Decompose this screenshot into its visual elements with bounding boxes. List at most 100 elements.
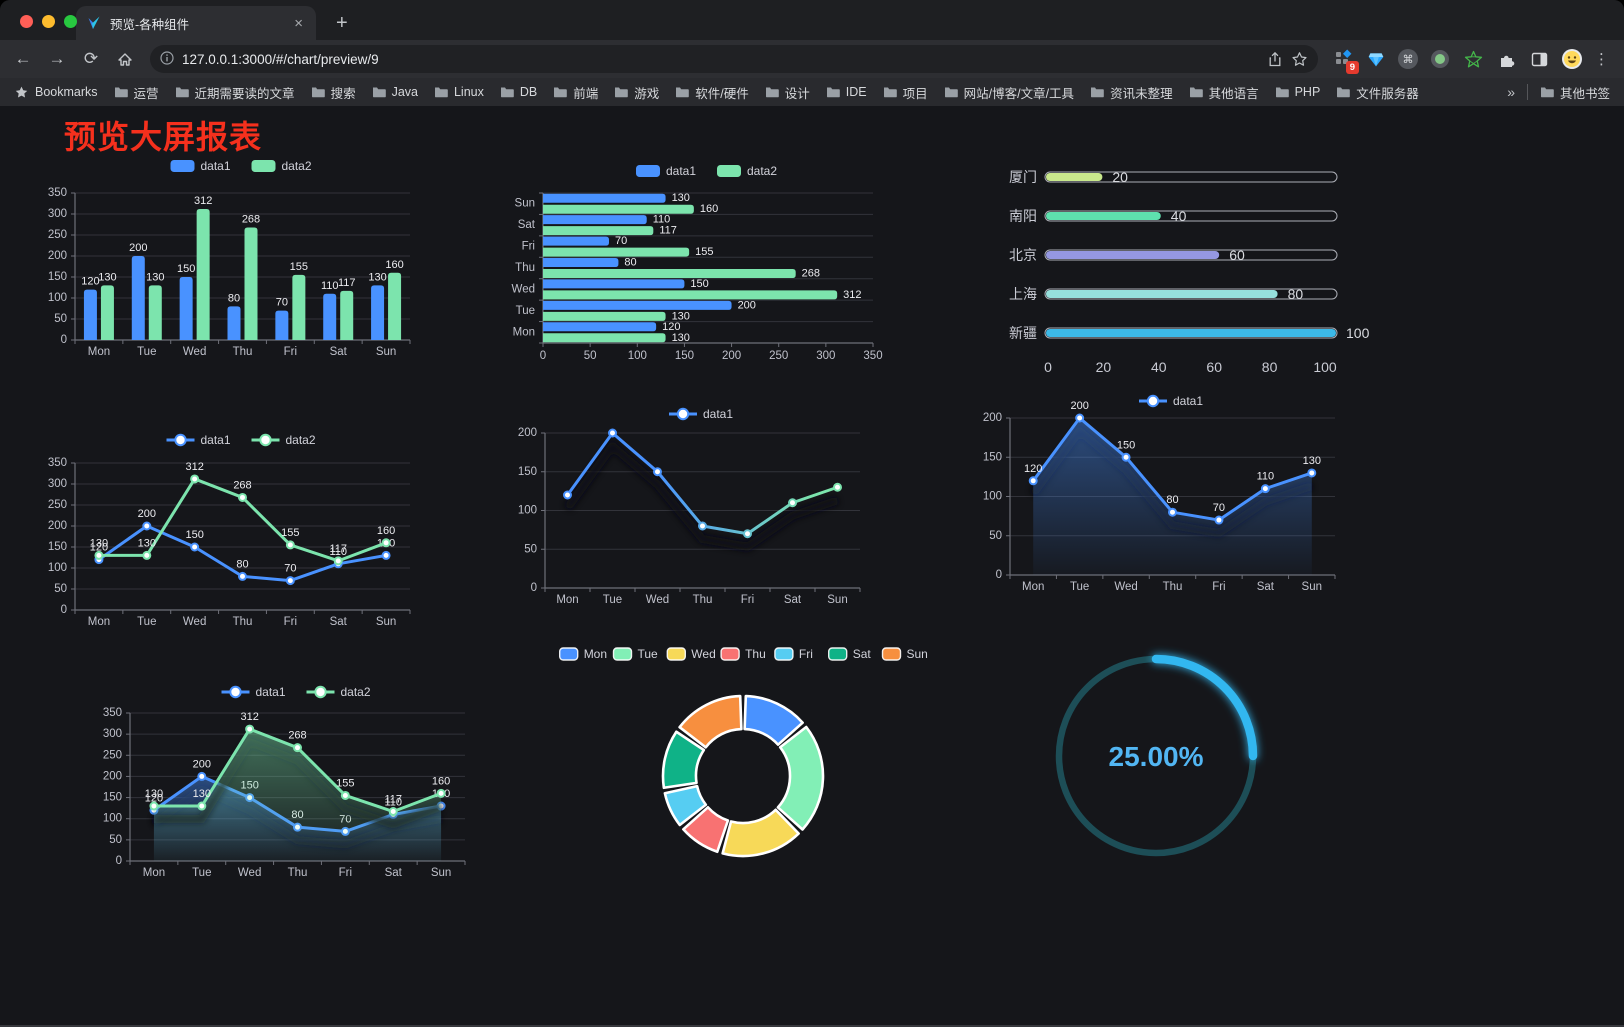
percent-gauge-chart: 25.00% [1048,651,1263,866]
legend-item[interactable]: data2 [306,685,371,699]
bookmark-folder[interactable]: PHP [1275,83,1320,102]
svg-text:350: 350 [863,350,882,362]
city-progress-svg: 厦门 20 南阳 40 北京 60 上海 80 新疆 100 0 20 40 60 80 100 [1009,169,1370,375]
svg-text:70: 70 [1213,502,1225,514]
svg-text:Sat: Sat [385,867,403,879]
legend-item[interactable]: Sun [881,647,928,661]
other-bookmarks-folder[interactable]: 其他书签 [1540,83,1610,102]
bookmarks-overflow-chevron[interactable]: » [1507,84,1515,100]
legend-item[interactable]: data1 [1139,394,1203,408]
legend-item[interactable]: data1 [636,164,696,178]
city-progress-chart: 厦门 20 南阳 40 北京 60 上海 80 新疆 100 0 20 40 60 80 100 [985,163,1370,388]
bookmark-folder[interactable]: 软件/硬件 [675,83,749,102]
svg-text:80: 80 [1288,286,1304,302]
bookmark-folder[interactable]: 网站/博客/文章/工具 [944,83,1074,102]
svg-text:350: 350 [48,187,67,199]
legend-item[interactable]: Fri [774,647,813,661]
legend-item[interactable]: data1 [170,159,231,173]
legend-item[interactable]: Wed [666,647,716,661]
browser-tab[interactable]: 预览-各种组件 × [76,6,316,40]
minimize-window-icon[interactable] [42,15,55,28]
dashboard-page: 预览大屏报表 data1 data2 0 50 100 150 200 250 300 350 Mo… [0,106,1624,1025]
legend-item[interactable]: data2 [251,159,312,173]
close-window-icon[interactable] [20,15,33,28]
bookmark-folder[interactable]: 游戏 [614,83,659,102]
svg-text:350: 350 [48,457,67,469]
svg-text:Wed: Wed [512,283,535,295]
extension-grid-icon[interactable]: 9 [1332,48,1359,74]
forward-button[interactable]: → [48,49,66,68]
back-button[interactable]: ← [14,49,32,68]
bookmark-folders: 运营 近期需要读的文章 搜索 Java Linux DB 前端 游戏 软件/硬件 设计 IDE 项目网… [114,83,1419,102]
reload-button[interactable]: ⟳ [83,49,99,68]
green-star-extension-icon[interactable] [1462,48,1484,70]
site-info-icon[interactable] [160,50,174,68]
share-icon[interactable] [1267,51,1283,68]
bookmark-folder[interactable]: 项目 [883,83,928,102]
svg-text:130: 130 [90,537,108,549]
legend-item[interactable]: data1 [669,407,733,421]
bookmark-folder[interactable]: 设计 [765,83,810,102]
command-extension-icon[interactable]: ⌘ [1398,49,1418,69]
legend-item[interactable]: Thu [720,647,766,661]
double-area-line-chart: data1 data2 0 50 100 150 200 250 300 350 Mon Tue Wed… [98,681,493,886]
home-button[interactable] [110,49,140,69]
maximize-window-icon[interactable] [64,15,77,28]
svg-text:data1: data1 [1173,394,1203,408]
svg-text:150: 150 [983,451,1002,463]
svg-text:110: 110 [1257,471,1275,483]
svg-text:data1: data1 [201,433,231,447]
svg-text:Sun: Sun [376,616,396,628]
new-tab-button[interactable]: + [336,12,348,34]
bookmark-folder[interactable]: 运营 [114,83,159,102]
bookmark-folder[interactable]: Java [372,83,418,102]
svg-text:Sat: Sat [784,594,802,606]
svg-text:Fri: Fri [284,616,297,628]
legend-item[interactable]: data2 [717,164,777,178]
legend-item[interactable]: Mon [558,647,607,661]
svg-text:150: 150 [675,350,694,362]
svg-text:130: 130 [672,332,690,344]
bookmark-folder[interactable]: IDE [826,83,867,102]
svg-text:Thu: Thu [1163,581,1183,593]
legend-item[interactable]: data1 [166,433,231,447]
profile-avatar[interactable] [1561,48,1583,70]
recorder-extension-icon[interactable] [1429,48,1451,70]
svg-text:110: 110 [384,796,402,808]
bookmark-star-icon[interactable] [1291,51,1308,68]
svg-text:Sat: Sat [518,219,536,231]
traffic-lights [20,15,77,28]
bookmarks-root[interactable]: Bookmarks [14,85,98,100]
svg-text:Thu: Thu [515,262,535,274]
bookmark-folder[interactable]: Linux [434,83,484,102]
gradient-line-chart: data1 0 50 100 150 200 Mon Tue Wed Thu Fri Sat Sun [505,403,890,608]
bookmark-folder[interactable]: DB [500,83,537,102]
legend-item[interactable]: Tue [612,647,659,661]
svg-text:150: 150 [48,541,67,553]
side-panel-icon[interactable] [1528,48,1550,70]
legend-item[interactable]: data2 [251,433,316,447]
gem-extension-icon[interactable] [1365,48,1387,70]
bookmark-folder[interactable]: 文件服务器 [1336,83,1419,102]
browser-menu-icon[interactable]: ⋮ [1594,51,1610,68]
legend-item[interactable]: data1 [221,685,286,699]
bookmarks-right: » 其他书签 [1507,83,1610,102]
bookmarks-separator [1526,84,1528,100]
svg-text:200: 200 [738,299,756,311]
address-bar[interactable]: 127.0.0.1:3000/#/chart/preview/9 [150,45,1318,73]
bookmark-folder[interactable]: 资讯未整理 [1090,83,1173,102]
weekday-donut-svg: Mon Tue Wed Thu Fri Sat Sun [558,647,928,858]
bookmark-folder[interactable]: 近期需要读的文章 [175,83,295,102]
svg-text:60: 60 [1229,247,1245,263]
svg-text:0: 0 [61,604,67,616]
svg-text:200: 200 [48,520,67,532]
bookmark-folder[interactable]: 其他语言 [1189,83,1259,102]
bookmark-folder[interactable]: 搜索 [311,83,356,102]
extensions-puzzle-icon[interactable] [1495,48,1517,70]
svg-text:南阳: 南阳 [1009,208,1037,224]
legend-item[interactable]: Sat [828,647,872,661]
svg-text:160: 160 [377,525,395,537]
svg-text:Sun: Sun [1302,581,1322,593]
tab-close-icon[interactable]: × [294,14,303,32]
bookmark-folder[interactable]: 前端 [553,83,598,102]
